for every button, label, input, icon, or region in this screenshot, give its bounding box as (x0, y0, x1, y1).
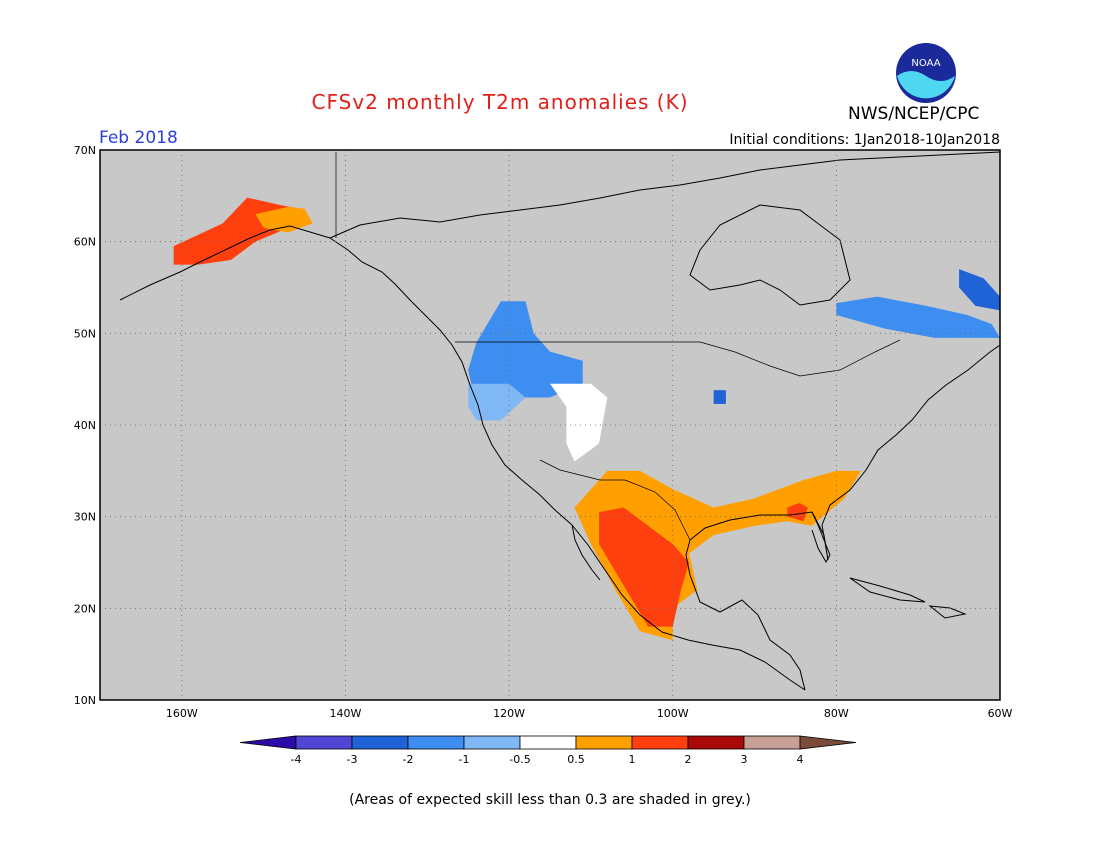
colorbar-swatch (575, 735, 633, 750)
colorbar-label: 1 (629, 753, 636, 766)
noaa-logo: NOAA (895, 42, 957, 108)
colorbar-label: 2 (685, 753, 692, 766)
lat-tick-label: 40N (74, 419, 96, 432)
map-gridlines (100, 150, 1000, 700)
initial-conditions-label: Initial conditions: 1Jan2018-10Jan2018 (729, 132, 1000, 148)
lat-tick-label: 30N (74, 511, 96, 524)
border-us-mexico (539, 459, 691, 541)
agency-label: NWS/NCEP/CPC (848, 104, 980, 124)
colorbar-arrow-left (239, 735, 297, 750)
noaa-logo-text: NOAA (911, 58, 940, 69)
anomaly-region-mexico-warm (599, 507, 690, 627)
political-borders (335, 152, 901, 541)
anomaly-region-quebec-cool (836, 296, 1000, 338)
lat-tick-label: 50N (74, 327, 96, 340)
coastline-alaska (119, 225, 331, 301)
colorbar-label: -4 (291, 753, 302, 766)
colorbar-label: 0.5 (567, 753, 585, 766)
coastline-hispaniola (928, 605, 967, 619)
colorbar-label: 4 (797, 753, 804, 766)
lon-tick-label: 80W (824, 707, 849, 720)
lon-tick-label: 120W (493, 707, 525, 720)
colorbar-label: -0.5 (509, 753, 530, 766)
anomaly-region-alaska-moderate (255, 206, 313, 233)
colorbar-swatch (519, 735, 577, 750)
footnote: (Areas of expected skill less than 0.3 a… (349, 792, 751, 808)
anomaly-region-great-lakes-cool (713, 390, 726, 404)
coastline-baja (571, 524, 601, 581)
chart-title: CFSv2 monthly T2m anomalies (K) (311, 90, 689, 114)
lon-tick-label: 100W (657, 707, 689, 720)
lat-tick-label: 20N (74, 602, 96, 615)
colorbar-swatch (463, 735, 521, 750)
coastline-gulf (685, 344, 1001, 691)
anomaly-region-rockies-neutral (550, 383, 608, 462)
lon-tick-label: 140W (330, 707, 362, 720)
coastline-florida (811, 511, 831, 564)
colorbar-swatch (687, 735, 745, 750)
lat-tick-label: 10N (74, 694, 96, 707)
colorbar-swatch (351, 735, 409, 750)
lat-tick-label: 70N (74, 144, 96, 157)
coastline-cuba (849, 577, 926, 603)
coastlines (119, 151, 1001, 691)
colorbar-label: 3 (741, 753, 748, 766)
colorbar-swatch (743, 735, 801, 750)
coastline-arctic (329, 151, 1001, 239)
colorbar-label: -2 (403, 753, 414, 766)
colorbar-swatch (295, 735, 353, 750)
lon-tick-label: 160W (166, 707, 198, 720)
colorbar-swatch (631, 735, 689, 750)
colorbar-arrow-right (799, 735, 857, 750)
map-tick-labels: 70N 60N 50N 40N 30N 20N 10N 160W 140W 120W 100W 80W… (74, 144, 1013, 720)
anomaly-region-oregon-light-cool (468, 383, 526, 421)
anomaly-region-labrador-cool (959, 269, 1000, 311)
anomaly-regions (173, 197, 1000, 641)
anomaly-region-southeast-warm (787, 502, 808, 522)
colorbar-swatch (407, 735, 465, 750)
border-us-canada (455, 339, 901, 377)
forecast-month-label: Feb 2018 (99, 128, 178, 148)
map-frame (99, 149, 1001, 701)
colorbar-label: -1 (459, 753, 470, 766)
colorbar-label: -3 (347, 753, 358, 766)
coastline-hudson-bay (689, 204, 851, 306)
lon-tick-label: 60W (988, 707, 1013, 720)
lat-tick-label: 60N (74, 236, 96, 249)
coastline-north-america (329, 237, 806, 691)
